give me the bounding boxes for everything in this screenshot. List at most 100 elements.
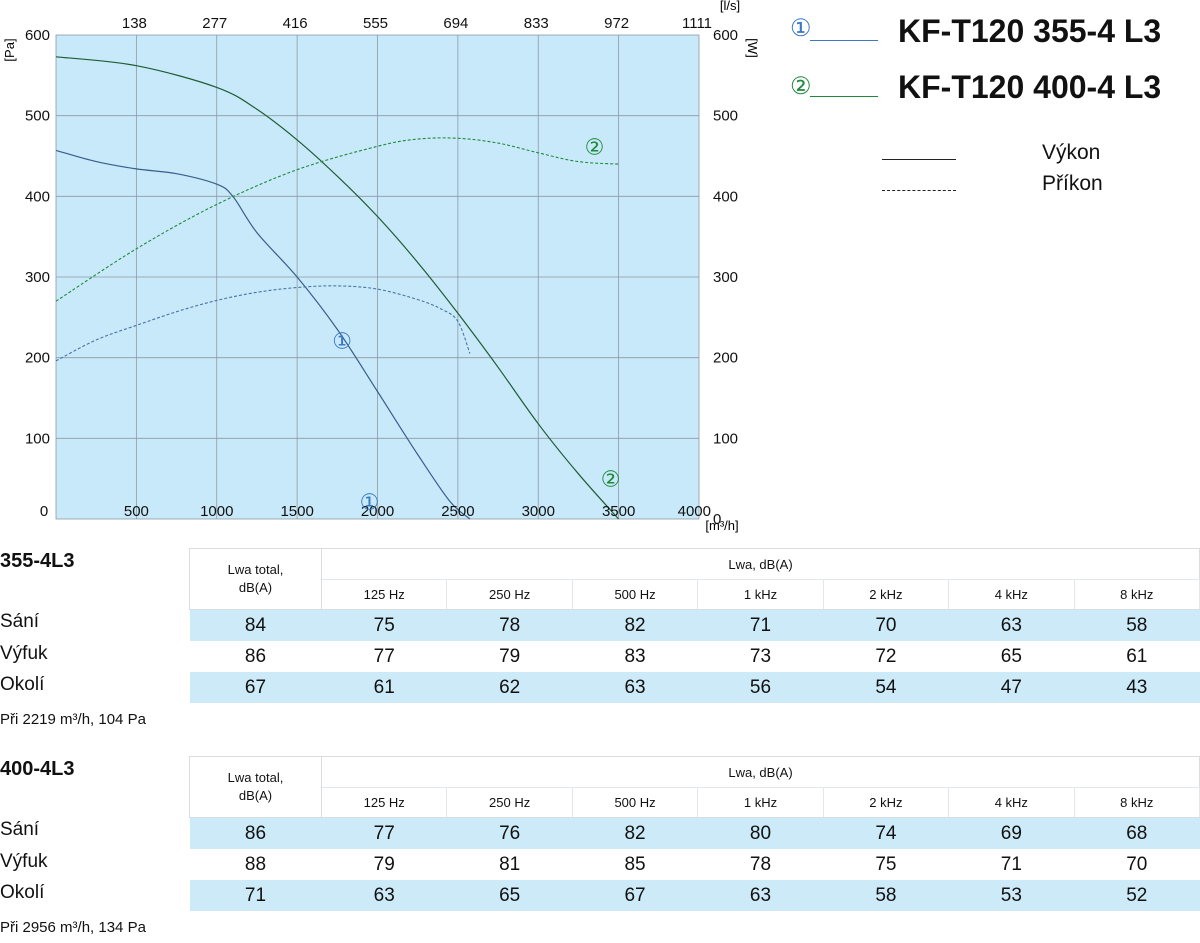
- header-lwa-total: Lwa total, dB(A): [189, 548, 322, 610]
- y2-tick-label: 100: [713, 430, 738, 447]
- cell-value: 71: [697, 609, 824, 641]
- cell-value: 75: [321, 609, 447, 641]
- x-tick-label: 3000: [522, 503, 555, 520]
- curve-label: ①: [332, 330, 352, 355]
- table-row: 88 79 81 85 78 75 71 70: [189, 849, 1200, 880]
- row-label-okoli: Okolí: [0, 674, 45, 695]
- cell-value: 63: [948, 609, 1075, 641]
- cell-value: 69: [948, 817, 1075, 849]
- x2-tick-label: 694: [443, 15, 468, 32]
- cell-value: 78: [446, 609, 573, 641]
- cell-value: 67: [572, 880, 698, 911]
- cell-value: 53: [948, 880, 1075, 911]
- x-axis-label: [m³/h]: [705, 518, 738, 533]
- cell-value: 86: [189, 641, 322, 672]
- header-lwa-total: Lwa total, dB(A): [189, 756, 322, 818]
- table-1-title: 355-4L3: [0, 550, 75, 572]
- table-row: 86 77 76 82 80 74 69 68: [189, 817, 1200, 849]
- band-header: 1 kHz: [697, 579, 824, 610]
- legend-label-vykon: Výkon: [1042, 141, 1101, 164]
- cell-value: 79: [321, 849, 447, 880]
- curve-1-power: [55, 285, 471, 362]
- x2-tick-label: 1111: [682, 15, 712, 32]
- y-tick-label: 600: [25, 27, 50, 44]
- cell-value: 70: [1074, 849, 1200, 880]
- y2-tick-label: 400: [713, 188, 738, 205]
- curve-2-power: [55, 137, 619, 302]
- curve-marks: ① ① ② ②: [332, 135, 620, 515]
- cell-value: 77: [321, 817, 447, 849]
- cell-value: 82: [572, 817, 698, 849]
- dashed-line-swatch: [882, 190, 956, 191]
- plot-border: [55, 34, 700, 520]
- cell-value: 73: [697, 641, 824, 672]
- cell-value: 52: [1074, 880, 1200, 911]
- cell-value: 67: [189, 672, 322, 703]
- curve-1-mark: ①: [790, 15, 812, 42]
- curve-2-line-swatch: [810, 96, 878, 97]
- band-header: 2 kHz: [822, 579, 950, 610]
- cell-value: 81: [446, 849, 573, 880]
- cell-value: 79: [446, 641, 573, 672]
- curve-1-line-swatch: [810, 40, 878, 41]
- y-tick-label: 400: [25, 188, 50, 205]
- row-label-sani: Sání: [0, 819, 40, 840]
- band-header: 500 Hz: [571, 579, 699, 610]
- cell-value: 47: [948, 672, 1075, 703]
- cell-value: 88: [189, 849, 322, 880]
- band-header: 4 kHz: [948, 579, 1075, 610]
- cell-value: 63: [572, 672, 698, 703]
- y-tick-label: 200: [25, 350, 50, 367]
- y2-axis-label: [W]: [745, 38, 760, 58]
- cell-value: 54: [823, 672, 949, 703]
- x2-tick-label: 972: [604, 15, 629, 32]
- curve-label: ②: [585, 135, 605, 160]
- solid-line-swatch: [882, 159, 956, 160]
- y-tick-label: 500: [25, 108, 50, 125]
- y2-tick-label: 600: [713, 27, 738, 44]
- cell-value: 83: [572, 641, 698, 672]
- table-2-grid: Lwa total, dB(A) Lwa, dB(A) 125 Hz 250 Hz…: [189, 755, 1200, 911]
- x2-tick-label: 277: [202, 15, 227, 32]
- cell-value: 82: [572, 609, 698, 641]
- cell-value: 68: [1074, 817, 1200, 849]
- band-header: 250 Hz: [446, 787, 573, 818]
- y2-tick-label: 0: [713, 511, 721, 528]
- x-tick-label: 2000: [361, 503, 394, 520]
- y-tick-label: 300: [25, 269, 50, 286]
- cell-value: 78: [697, 849, 824, 880]
- row-label-vyfuk: Výfuk: [0, 643, 48, 664]
- cell-value: 72: [823, 641, 949, 672]
- cell-value: 58: [1074, 609, 1200, 641]
- x-tick-label: 0: [40, 503, 48, 520]
- band-header: 125 Hz: [320, 579, 448, 610]
- cell-value: 71: [189, 880, 322, 911]
- row-label-vyfuk: Výfuk: [0, 851, 48, 872]
- legend-label-prikon: Příkon: [1042, 172, 1103, 195]
- row-label-okoli: Okolí: [0, 882, 45, 903]
- cell-value: 43: [1074, 672, 1200, 703]
- y2-tick-label: 500: [713, 108, 738, 125]
- cell-value: 70: [823, 609, 949, 641]
- cell-value: 65: [446, 880, 573, 911]
- cell-value: 76: [446, 817, 573, 849]
- sound-table-1: 355-4L3 Lwa total, dB(A) Lwa, dB(A) 125 H…: [0, 547, 1200, 728]
- x2-tick-label: 138: [122, 15, 147, 32]
- cell-value: 62: [446, 672, 573, 703]
- band-header: 4 kHz: [948, 787, 1075, 818]
- table-1-grid: Lwa total, dB(A) Lwa, dB(A) 125 Hz 250 Hz…: [189, 547, 1200, 703]
- curve-2-pressure: [55, 56, 620, 520]
- cell-value: 85: [572, 849, 698, 880]
- y2-tick-label: 300: [713, 269, 738, 286]
- cell-value: 84: [189, 609, 322, 641]
- x-tick-label: 500: [124, 503, 149, 520]
- header-lwa-group: Lwa, dB(A): [321, 755, 1200, 789]
- table-1-note: Při 2219 m³/h, 104 Pa: [0, 711, 146, 728]
- band-header: 8 kHz: [1073, 579, 1200, 610]
- cell-value: 61: [1074, 641, 1200, 672]
- row-label-sani: Sání: [0, 611, 40, 632]
- x-tick-label: 2500: [441, 503, 474, 520]
- header-lwa-group: Lwa, dB(A): [321, 547, 1200, 581]
